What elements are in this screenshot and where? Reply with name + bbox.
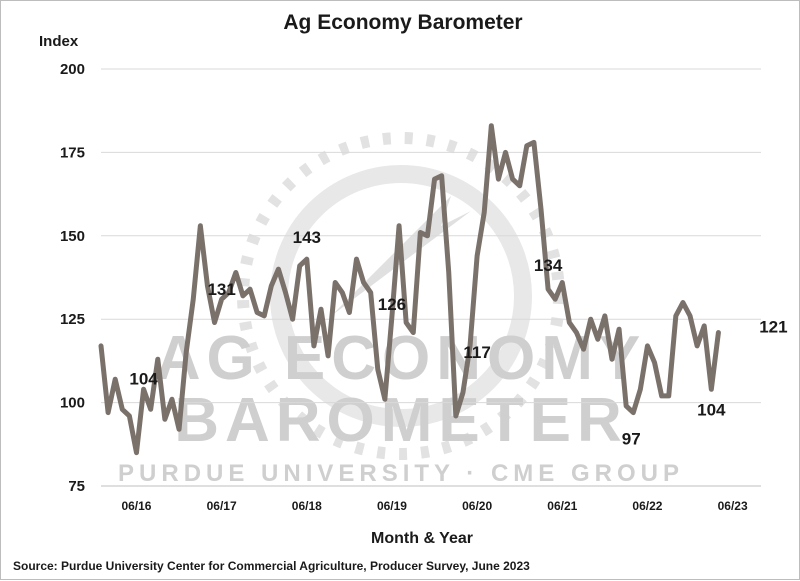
data-label-2: 143 (293, 228, 321, 247)
data-label-8: 121 (759, 318, 787, 337)
x-tick-5: 06/21 (547, 499, 577, 513)
y-tick-labels: 75 100 125 150 175 200 (60, 61, 85, 495)
x-tick-7: 06/23 (718, 499, 748, 513)
watermark-line-3: PURDUE UNIVERSITY · CME GROUP (118, 460, 684, 487)
data-label-0: 104 (129, 369, 158, 388)
x-tick-2: 06/18 (292, 499, 322, 513)
x-tick-labels: 06/16 06/17 06/18 06/19 06/20 06/21 06/22 06/23 (121, 499, 747, 513)
x-tick-3: 06/19 (377, 499, 407, 513)
y-tick-100: 100 (60, 395, 85, 412)
watermark-line-1: AG ECONOMY (156, 324, 647, 393)
data-label-6: 97 (622, 430, 641, 449)
data-labels: 104 131 143 126 117 134 97 104 121 (129, 228, 787, 448)
watermark-line-2: BAROMETER (174, 386, 628, 455)
y-tick-150: 150 (60, 228, 85, 245)
data-label-1: 131 (207, 280, 235, 299)
y-tick-175: 175 (60, 144, 85, 161)
series-line-0 (98, 123, 721, 456)
x-tick-0: 06/16 (121, 499, 151, 513)
watermark-gauge-inner (270, 165, 532, 427)
series-layer (98, 123, 721, 456)
y-tick-75: 75 (68, 478, 85, 495)
source-note: Source: Purdue University Center for Com… (13, 559, 530, 573)
data-label-3: 126 (378, 295, 406, 314)
grid (101, 68, 761, 487)
x-tick-4: 06/20 (462, 499, 492, 513)
x-axis-label: Month & Year (371, 530, 473, 547)
x-tick-6: 06/22 (632, 499, 662, 513)
x-tick-1: 06/17 (207, 499, 237, 513)
data-label-7: 104 (697, 400, 726, 419)
data-label-5: 134 (534, 256, 563, 275)
chart-title: Ag Economy Barometer (283, 11, 522, 34)
y-tick-125: 125 (60, 311, 85, 328)
y-axis-label: Index (39, 33, 79, 50)
data-label-4: 117 (463, 343, 490, 362)
y-tick-200: 200 (60, 61, 85, 78)
